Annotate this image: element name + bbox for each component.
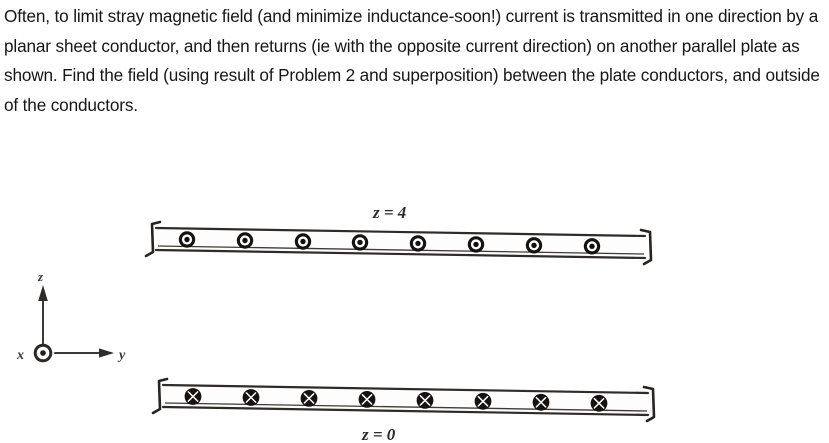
top-plate-bottom-edge bbox=[154, 248, 647, 260]
current-dot-symbol bbox=[409, 235, 427, 252]
current-cross-symbol bbox=[474, 392, 492, 410]
top-plate-group: z = 4 bbox=[144, 203, 653, 266]
current-dot-symbol bbox=[467, 236, 485, 253]
current-dot-symbol bbox=[178, 231, 196, 248]
bottom-plate-bottom-edge bbox=[161, 405, 650, 417]
bottom-plate-body bbox=[163, 385, 648, 415]
bottom-plate-top-edge bbox=[161, 383, 650, 395]
top-plate-inner-line bbox=[157, 245, 645, 255]
current-cross-symbol bbox=[300, 390, 318, 407]
bottom-plate-group: z = 0 bbox=[151, 377, 656, 443]
z-axis-label: z bbox=[37, 269, 44, 284]
x-axis-out-of-page-icon bbox=[33, 343, 53, 363]
y-axis-arrowhead bbox=[99, 348, 114, 358]
current-dot-symbol bbox=[351, 234, 369, 251]
y-axis-label: y bbox=[117, 348, 126, 363]
top-plate-right-bracket bbox=[639, 228, 653, 266]
current-cross-symbol bbox=[358, 391, 376, 408]
current-dot-symbol bbox=[583, 238, 601, 255]
current-cross-symbol bbox=[532, 393, 550, 411]
current-dot-symbol bbox=[294, 233, 312, 250]
top-plate-current-symbols bbox=[178, 231, 601, 255]
bottom-plate-left-bracket bbox=[151, 377, 169, 415]
top-plate-body bbox=[156, 228, 645, 258]
current-cross-symbol bbox=[184, 388, 202, 405]
bottom-plate-right-bracket bbox=[642, 385, 656, 423]
top-plate-left-bracket bbox=[144, 220, 162, 258]
z-axis-arrowhead bbox=[38, 285, 48, 301]
bottom-plate-label: z = 0 bbox=[361, 425, 396, 443]
current-cross-symbol bbox=[416, 392, 434, 409]
top-plate-top-edge bbox=[154, 226, 647, 238]
coordinate-axes: z y x bbox=[16, 269, 126, 363]
bottom-plate-inner-line bbox=[164, 402, 648, 412]
bottom-plate-current-symbols bbox=[184, 388, 608, 412]
current-dot-symbol bbox=[236, 232, 254, 249]
current-cross-symbol bbox=[590, 394, 608, 412]
figure-parallel-plate-conductors: z = 4 z y x bbox=[0, 160, 829, 443]
top-plate-label: z = 4 bbox=[372, 203, 406, 222]
problem-statement-text: Often, to limit stray magnetic field (an… bbox=[4, 6, 820, 115]
x-axis-label: x bbox=[16, 348, 24, 363]
current-cross-symbol bbox=[242, 389, 260, 406]
current-dot-symbol bbox=[525, 237, 543, 254]
